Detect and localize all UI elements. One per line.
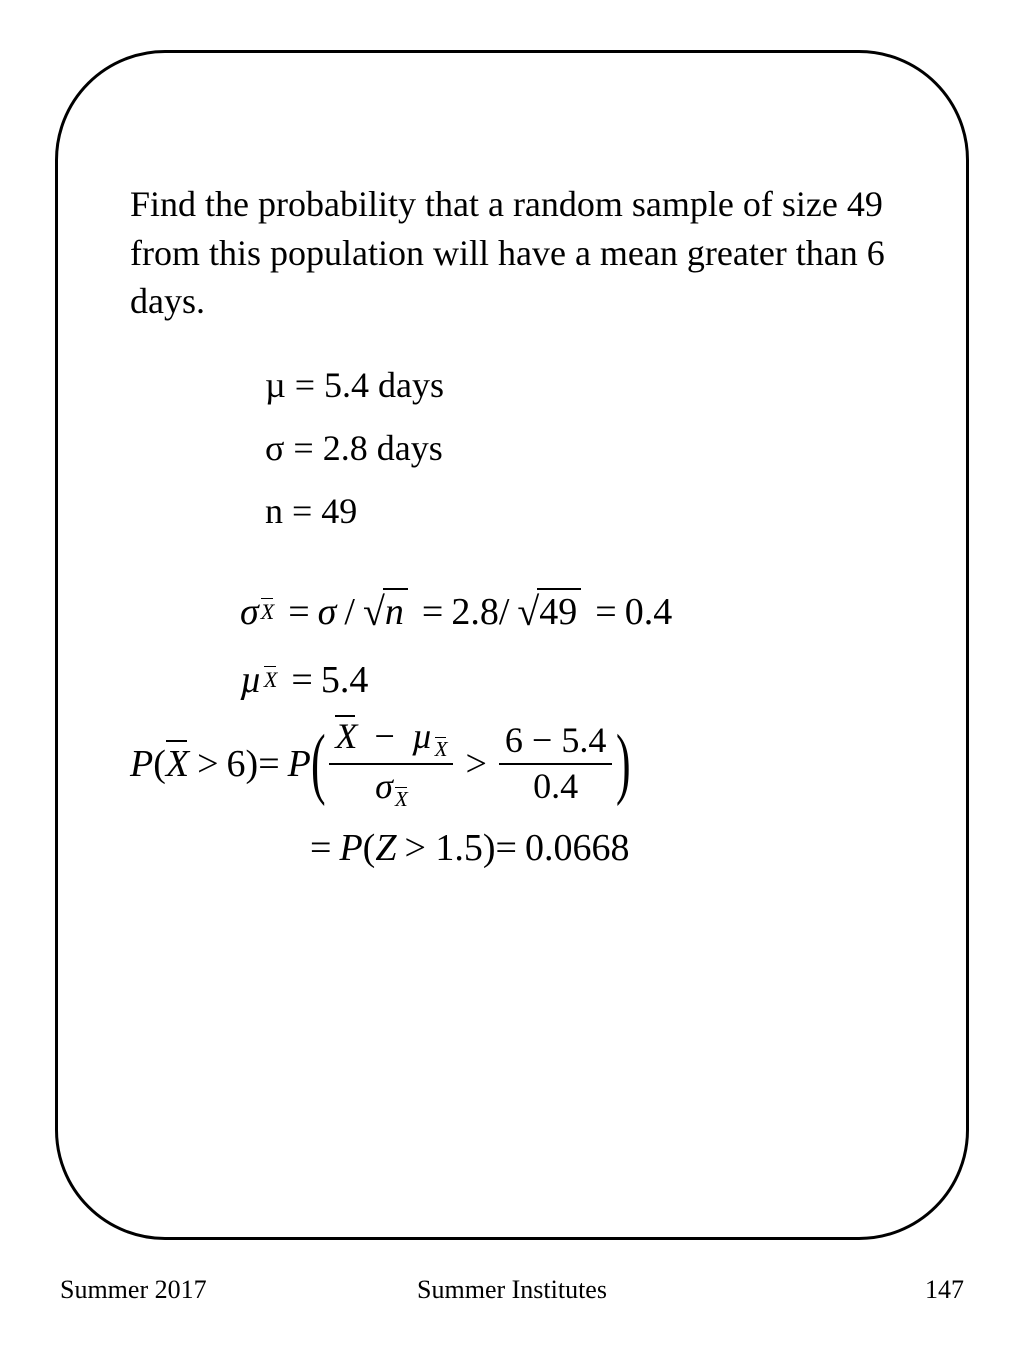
eq-probability-expand: P ( X > 6 ) = P ( X − µX σX (130, 719, 900, 809)
gt-sign: > (465, 742, 486, 786)
n-symbol: n (383, 588, 408, 635)
value-6: 6 (227, 742, 246, 786)
value-49: 49 (537, 588, 581, 635)
Z-symbol: Z (375, 826, 396, 870)
value-2-8: 2.8 (451, 590, 499, 634)
footer-center: Summer Institutes (417, 1275, 607, 1305)
P-symbol: P (339, 826, 362, 870)
sqrt-49: √49 (517, 588, 581, 635)
mu-symbol: µ (240, 658, 262, 702)
P-symbol: P (288, 742, 311, 786)
sigma-symbol: σ (240, 590, 259, 634)
given-sigma: σ = 2.8 days (265, 417, 900, 480)
given-n: n = 49 (265, 480, 900, 543)
z-value: 1.5 (426, 826, 483, 870)
footer-right: 147 (925, 1275, 964, 1305)
given-values: µ = 5.4 days σ = 2.8 days n = 49 (265, 354, 900, 543)
value-5-4: 5.4 (321, 658, 369, 702)
xbar-subscript: X (435, 738, 448, 761)
slash: / (499, 590, 510, 634)
equals-sign: = (258, 742, 279, 786)
derivation: σ X = σ / √n = 2.8 / √49 = 0.4 (130, 583, 900, 877)
z-numerator: 6 − 5.4 (499, 719, 613, 765)
equals-sign: = (310, 826, 331, 870)
z-fraction-lhs: X − µX σX (329, 715, 453, 813)
sqrt-n: √n (363, 588, 408, 635)
xbar-subscript: X (264, 667, 277, 693)
z-fraction-rhs: 6 − 5.4 0.4 (499, 719, 613, 808)
equals-sign: = (288, 590, 309, 634)
sigma-symbol: σ (375, 766, 393, 806)
P-symbol: P (130, 742, 153, 786)
equals-sign: = (422, 590, 443, 634)
xbar-symbol: X (166, 742, 189, 786)
minus-sign: − (375, 716, 395, 756)
problem-statement: Find the probability that a random sampl… (130, 180, 900, 326)
equals-sign: = (496, 826, 517, 870)
eq-mu-xbar: µ X = 5.4 (240, 651, 900, 709)
given-mu: µ = 5.4 days (265, 354, 900, 417)
equals-sign: = (291, 658, 312, 702)
gt-sign: > (404, 826, 425, 870)
result-value: 0.0668 (525, 826, 630, 870)
z-denominator: 0.4 (527, 765, 584, 809)
sigma-symbol: σ (318, 590, 337, 634)
mu-symbol: µ (412, 716, 433, 756)
slide-content: Find the probability that a random sampl… (130, 180, 900, 887)
xbar-subscript: X (395, 788, 408, 811)
xbar-symbol: X (335, 717, 357, 757)
slash: / (344, 590, 355, 634)
gt-sign: > (197, 742, 218, 786)
footer-left: Summer 2017 (60, 1275, 207, 1305)
eq-sigma-xbar: σ X = σ / √n = 2.8 / √49 = 0.4 (240, 583, 900, 641)
slide-footer: Summer 2017 Summer Institutes 147 (60, 1275, 964, 1305)
eq-probability-result: = P ( Z > 1.5 ) = 0.0668 (310, 819, 900, 877)
xbar-subscript: X (261, 599, 274, 625)
equals-sign: = (595, 590, 616, 634)
value-0-4: 0.4 (625, 590, 673, 634)
